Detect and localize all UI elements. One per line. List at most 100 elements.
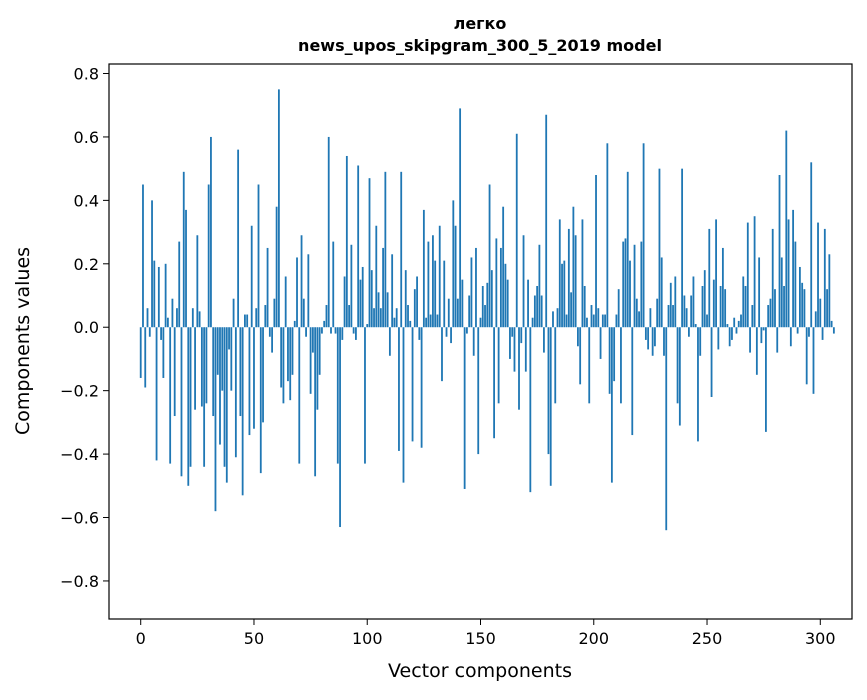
bar [438, 225, 441, 328]
bar [543, 327, 545, 353]
bar-series [139, 89, 835, 531]
bar [681, 168, 684, 328]
bar [275, 206, 278, 328]
bar [735, 327, 738, 334]
bar [771, 228, 774, 328]
bar [427, 241, 430, 328]
bar [744, 286, 747, 328]
bar [640, 241, 643, 328]
bar [287, 327, 289, 382]
bar [488, 184, 491, 328]
bar [325, 305, 328, 328]
bar [509, 327, 511, 359]
bar [583, 286, 586, 328]
bar [776, 327, 779, 353]
bar [345, 155, 348, 328]
bar [518, 327, 520, 410]
bar [577, 327, 579, 347]
bar [450, 327, 452, 344]
bar [334, 327, 337, 334]
bar [742, 276, 745, 328]
bar [413, 289, 416, 328]
bar [262, 327, 264, 423]
bar [368, 178, 371, 328]
bar [327, 136, 330, 328]
bar [597, 308, 600, 328]
bar [309, 327, 312, 394]
bar [658, 168, 661, 328]
y-tick-label: −0.2 [60, 382, 99, 401]
bar [194, 327, 196, 410]
bar [538, 244, 541, 328]
bar [398, 327, 400, 451]
bar [832, 327, 835, 334]
bar [769, 298, 772, 328]
bar [234, 327, 237, 458]
bar [316, 327, 319, 410]
chart-title-line2: news_upos_skipgram_300_5_2019 model [298, 36, 662, 55]
bar [429, 314, 432, 328]
bar [706, 314, 708, 328]
bar [830, 320, 833, 328]
bar [638, 311, 640, 328]
bar [572, 206, 575, 328]
bar [524, 327, 527, 372]
bar [173, 327, 176, 417]
bar [708, 228, 711, 328]
bar [454, 225, 457, 328]
bar [803, 289, 806, 328]
bar [237, 149, 240, 328]
bar [728, 327, 731, 347]
bar [200, 327, 203, 407]
bar [264, 305, 267, 328]
bar [746, 222, 749, 328]
bar [388, 327, 391, 356]
bar [794, 241, 797, 328]
bar [350, 244, 353, 328]
bar [241, 327, 244, 496]
bar [176, 308, 178, 328]
bar [615, 314, 618, 328]
bar [366, 324, 369, 328]
bar [191, 308, 194, 328]
bar [812, 327, 815, 394]
bar [515, 133, 518, 328]
bar [157, 266, 160, 328]
x-tick-label: 300 [805, 629, 836, 648]
bar [599, 327, 602, 359]
bar [422, 209, 425, 328]
bar [783, 286, 785, 328]
chart-title-line1: легко [454, 14, 507, 33]
bar [302, 298, 305, 328]
bar [273, 298, 276, 328]
bar [230, 327, 233, 391]
bar [647, 327, 650, 350]
bar [558, 219, 561, 328]
bar [330, 327, 332, 334]
bar [554, 327, 557, 404]
bar [343, 276, 346, 328]
bar [463, 327, 466, 489]
bar [225, 327, 228, 483]
bar [470, 257, 473, 328]
bar [318, 327, 321, 375]
bar [246, 314, 249, 328]
bar [511, 327, 514, 337]
bar [642, 143, 645, 328]
bar [633, 244, 636, 328]
bar [540, 295, 543, 328]
bar [805, 327, 808, 385]
bar [798, 266, 801, 328]
bar [737, 320, 740, 328]
bar [529, 327, 532, 493]
bar [631, 327, 634, 436]
bar [205, 327, 208, 404]
bar [586, 317, 588, 328]
bar [667, 305, 670, 328]
bar [620, 327, 622, 404]
bar [393, 317, 396, 328]
bar [787, 219, 790, 328]
bar [810, 162, 813, 328]
bar [536, 286, 539, 328]
bar [142, 184, 144, 328]
